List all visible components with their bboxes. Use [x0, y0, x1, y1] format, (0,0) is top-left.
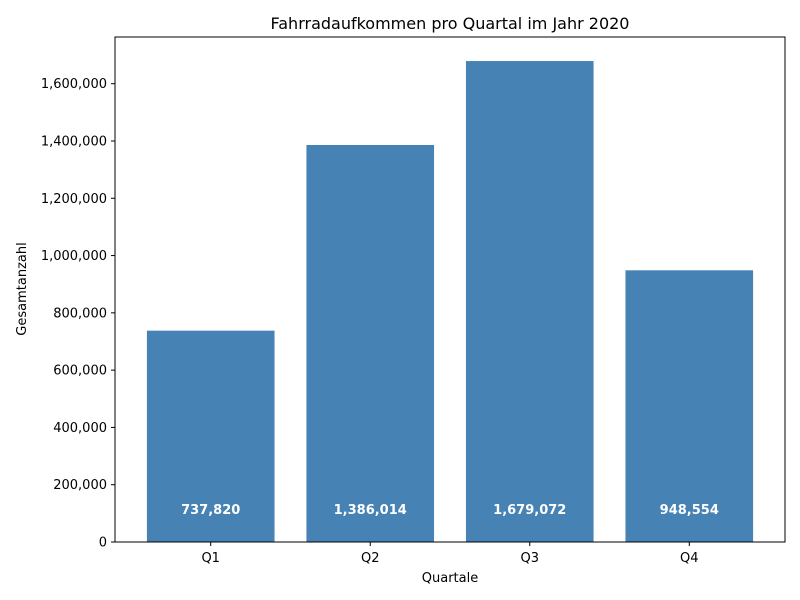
x-tick-label: Q3: [521, 551, 540, 566]
bar-value-label: 1,386,014: [334, 503, 407, 518]
x-tick-label: Q1: [201, 551, 220, 566]
bar-q4: [625, 270, 754, 542]
bar-labels-group: 737,820 1,386,014 1,679,072 948,554: [181, 503, 719, 518]
y-axis-title: Gesamtanzahl: [15, 242, 30, 335]
bar-value-label: 737,820: [181, 503, 240, 518]
y-tick-label: 1,000,000: [41, 249, 107, 264]
y-tick-label: 400,000: [53, 421, 107, 436]
bar-q2: [306, 144, 435, 542]
x-axis-ticks: Q1 Q2 Q3 Q4: [201, 542, 699, 566]
x-axis-title: Quartale: [422, 571, 478, 586]
y-tick-label: 200,000: [53, 478, 107, 493]
y-tick-label: 800,000: [53, 306, 107, 321]
x-tick-label: Q2: [361, 551, 380, 566]
y-tick-label: 1,200,000: [41, 192, 107, 207]
y-tick-label: 1,400,000: [41, 134, 107, 149]
plot-frame: [114, 36, 786, 543]
bar-q3: [465, 61, 594, 542]
bars-group: [146, 61, 754, 542]
chart-title: Fahrradaufkommen pro Quartal im Jahr 202…: [271, 14, 630, 33]
y-tick-label: 1,600,000: [41, 77, 107, 92]
bar-value-label: 948,554: [660, 503, 719, 518]
bar-value-label: 1,679,072: [493, 503, 566, 518]
bar-q1: [146, 330, 275, 542]
y-tick-label: 600,000: [53, 364, 107, 379]
y-tick-label: 0: [99, 536, 107, 551]
y-axis-ticks: 0 200,000 400,000 600,000 800,000 1,000,000 1,…: [41, 77, 115, 551]
x-tick-label: Q4: [680, 551, 699, 566]
